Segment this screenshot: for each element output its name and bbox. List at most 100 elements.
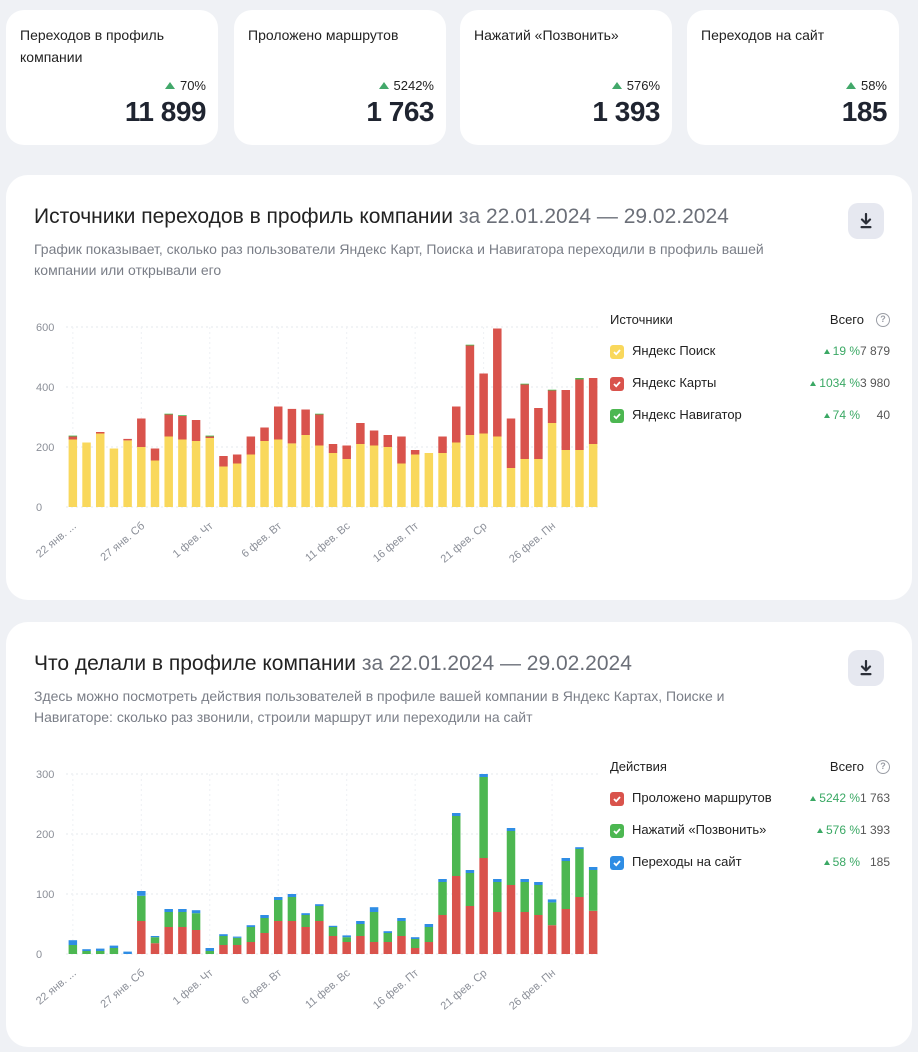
bar-segment[interactable] [479,858,488,954]
bar-segment[interactable] [356,423,365,444]
bar-segment[interactable] [493,882,502,912]
bar-segment[interactable] [301,409,310,436]
bar-segment[interactable] [383,435,393,447]
bar-segment[interactable] [383,447,393,507]
bar-segment[interactable] [438,436,447,454]
bar-segment[interactable] [164,436,173,508]
bar-segment[interactable] [219,456,228,467]
bar-segment[interactable] [95,432,105,434]
bar-segment[interactable] [150,448,160,461]
bar-segment[interactable] [534,459,543,507]
bar-segment[interactable] [424,927,434,942]
bar-segment[interactable] [178,927,187,954]
bar-segment[interactable] [493,879,502,882]
legend-item-maps[interactable]: Яндекс Карты 1034 % 3 980 [610,375,890,395]
bar-segment[interactable] [534,915,543,954]
bar-segment[interactable] [588,867,598,870]
bar-segment[interactable] [575,450,584,507]
bar-segment[interactable] [273,897,283,900]
checkbox-icon[interactable] [610,824,624,838]
bar-segment[interactable] [575,897,584,954]
bar-segment[interactable] [506,885,516,954]
bar-segment[interactable] [410,937,420,939]
bar-segment[interactable] [369,445,379,508]
bar-segment[interactable] [438,915,447,954]
bar-segment[interactable] [123,438,132,441]
bar-segment[interactable] [150,943,160,954]
bar-segment[interactable] [438,453,447,507]
bar-segment[interactable] [273,406,283,440]
bar-segment[interactable] [205,948,215,951]
bar-segment[interactable] [575,847,584,849]
bar-segment[interactable] [246,925,256,927]
bar-segment[interactable] [287,921,297,954]
bar-segment[interactable] [109,945,119,948]
bar-segment[interactable] [451,406,461,443]
bar-segment[interactable] [164,927,173,954]
bar-segment[interactable] [95,948,105,951]
bar-segment[interactable] [369,430,379,446]
bar-segment[interactable] [164,414,173,437]
bar-segment[interactable] [260,915,269,918]
bar-segment[interactable] [410,939,420,948]
bar-segment[interactable] [506,418,516,469]
bar-segment[interactable] [520,383,529,385]
help-icon[interactable]: ? [876,760,890,774]
bar-segment[interactable] [68,435,78,437]
legend-item-routes[interactable]: Проложено маршрутов 5242 % 1 763 [610,790,890,810]
bar-segment[interactable] [575,378,584,380]
bar-segment[interactable] [246,942,256,954]
bar-segment[interactable] [520,459,529,507]
bar-segment[interactable] [205,951,215,954]
bar-segment[interactable] [465,345,475,435]
bar-segment[interactable] [465,435,475,507]
bar-segment[interactable] [232,463,242,508]
bar-segment[interactable] [68,439,78,508]
bar-segment[interactable] [68,436,78,440]
bar-segment[interactable] [178,415,187,440]
kpi-card-routes[interactable]: Проложено маршрутов 5242% 1 763 [234,10,446,145]
bar-segment[interactable] [342,459,351,507]
bar-segment[interactable] [369,907,379,912]
bar-segment[interactable] [410,454,420,508]
kpi-card-calls[interactable]: Нажатий «Позвонить» 576% 1 393 [460,10,672,145]
bar-segment[interactable] [547,389,557,391]
bar-segment[interactable] [232,937,242,945]
bar-segment[interactable] [451,816,461,876]
bar-segment[interactable] [137,921,146,954]
bar-segment[interactable] [137,447,146,507]
bar-segment[interactable] [219,934,228,936]
bar-segment[interactable] [356,444,365,507]
legend-item-calls[interactable]: Нажатий «Позвонить» 576 % 1 393 [610,822,890,842]
bar-segment[interactable] [246,927,256,942]
bar-segment[interactable] [137,418,146,448]
bar-segment[interactable] [328,453,338,507]
bar-segment[interactable] [82,951,91,954]
download-button[interactable] [848,203,884,239]
checkbox-icon[interactable] [610,409,624,423]
bar-segment[interactable] [273,439,283,508]
bar-segment[interactable] [493,436,502,508]
bar-segment[interactable] [410,450,420,455]
bar-segment[interactable] [520,882,529,912]
bar-segment[interactable] [219,945,228,954]
bar-segment[interactable] [438,882,447,915]
kpi-card-site-visits[interactable]: Переходов на сайт 58% 185 [687,10,899,145]
bar-segment[interactable] [260,933,269,954]
bar-segment[interactable] [547,902,557,926]
bar-segment[interactable] [315,921,324,954]
kpi-card-profile-visits[interactable]: Переходов в профиль компании 70% 11 899 [6,10,218,145]
bar-segment[interactable] [246,436,256,455]
bar-segment[interactable] [506,828,516,831]
bar-segment[interactable] [479,433,488,508]
bar-segment[interactable] [465,344,475,346]
bar-segment[interactable] [273,900,283,921]
bar-segment[interactable] [191,420,201,441]
bar-segment[interactable] [369,912,379,942]
bar-segment[interactable] [315,906,324,921]
bar-segment[interactable] [178,439,187,508]
bar-segment[interactable] [328,925,338,927]
bar-segment[interactable] [561,450,571,507]
bar-segment[interactable] [150,936,160,938]
bar-segment[interactable] [328,936,338,954]
